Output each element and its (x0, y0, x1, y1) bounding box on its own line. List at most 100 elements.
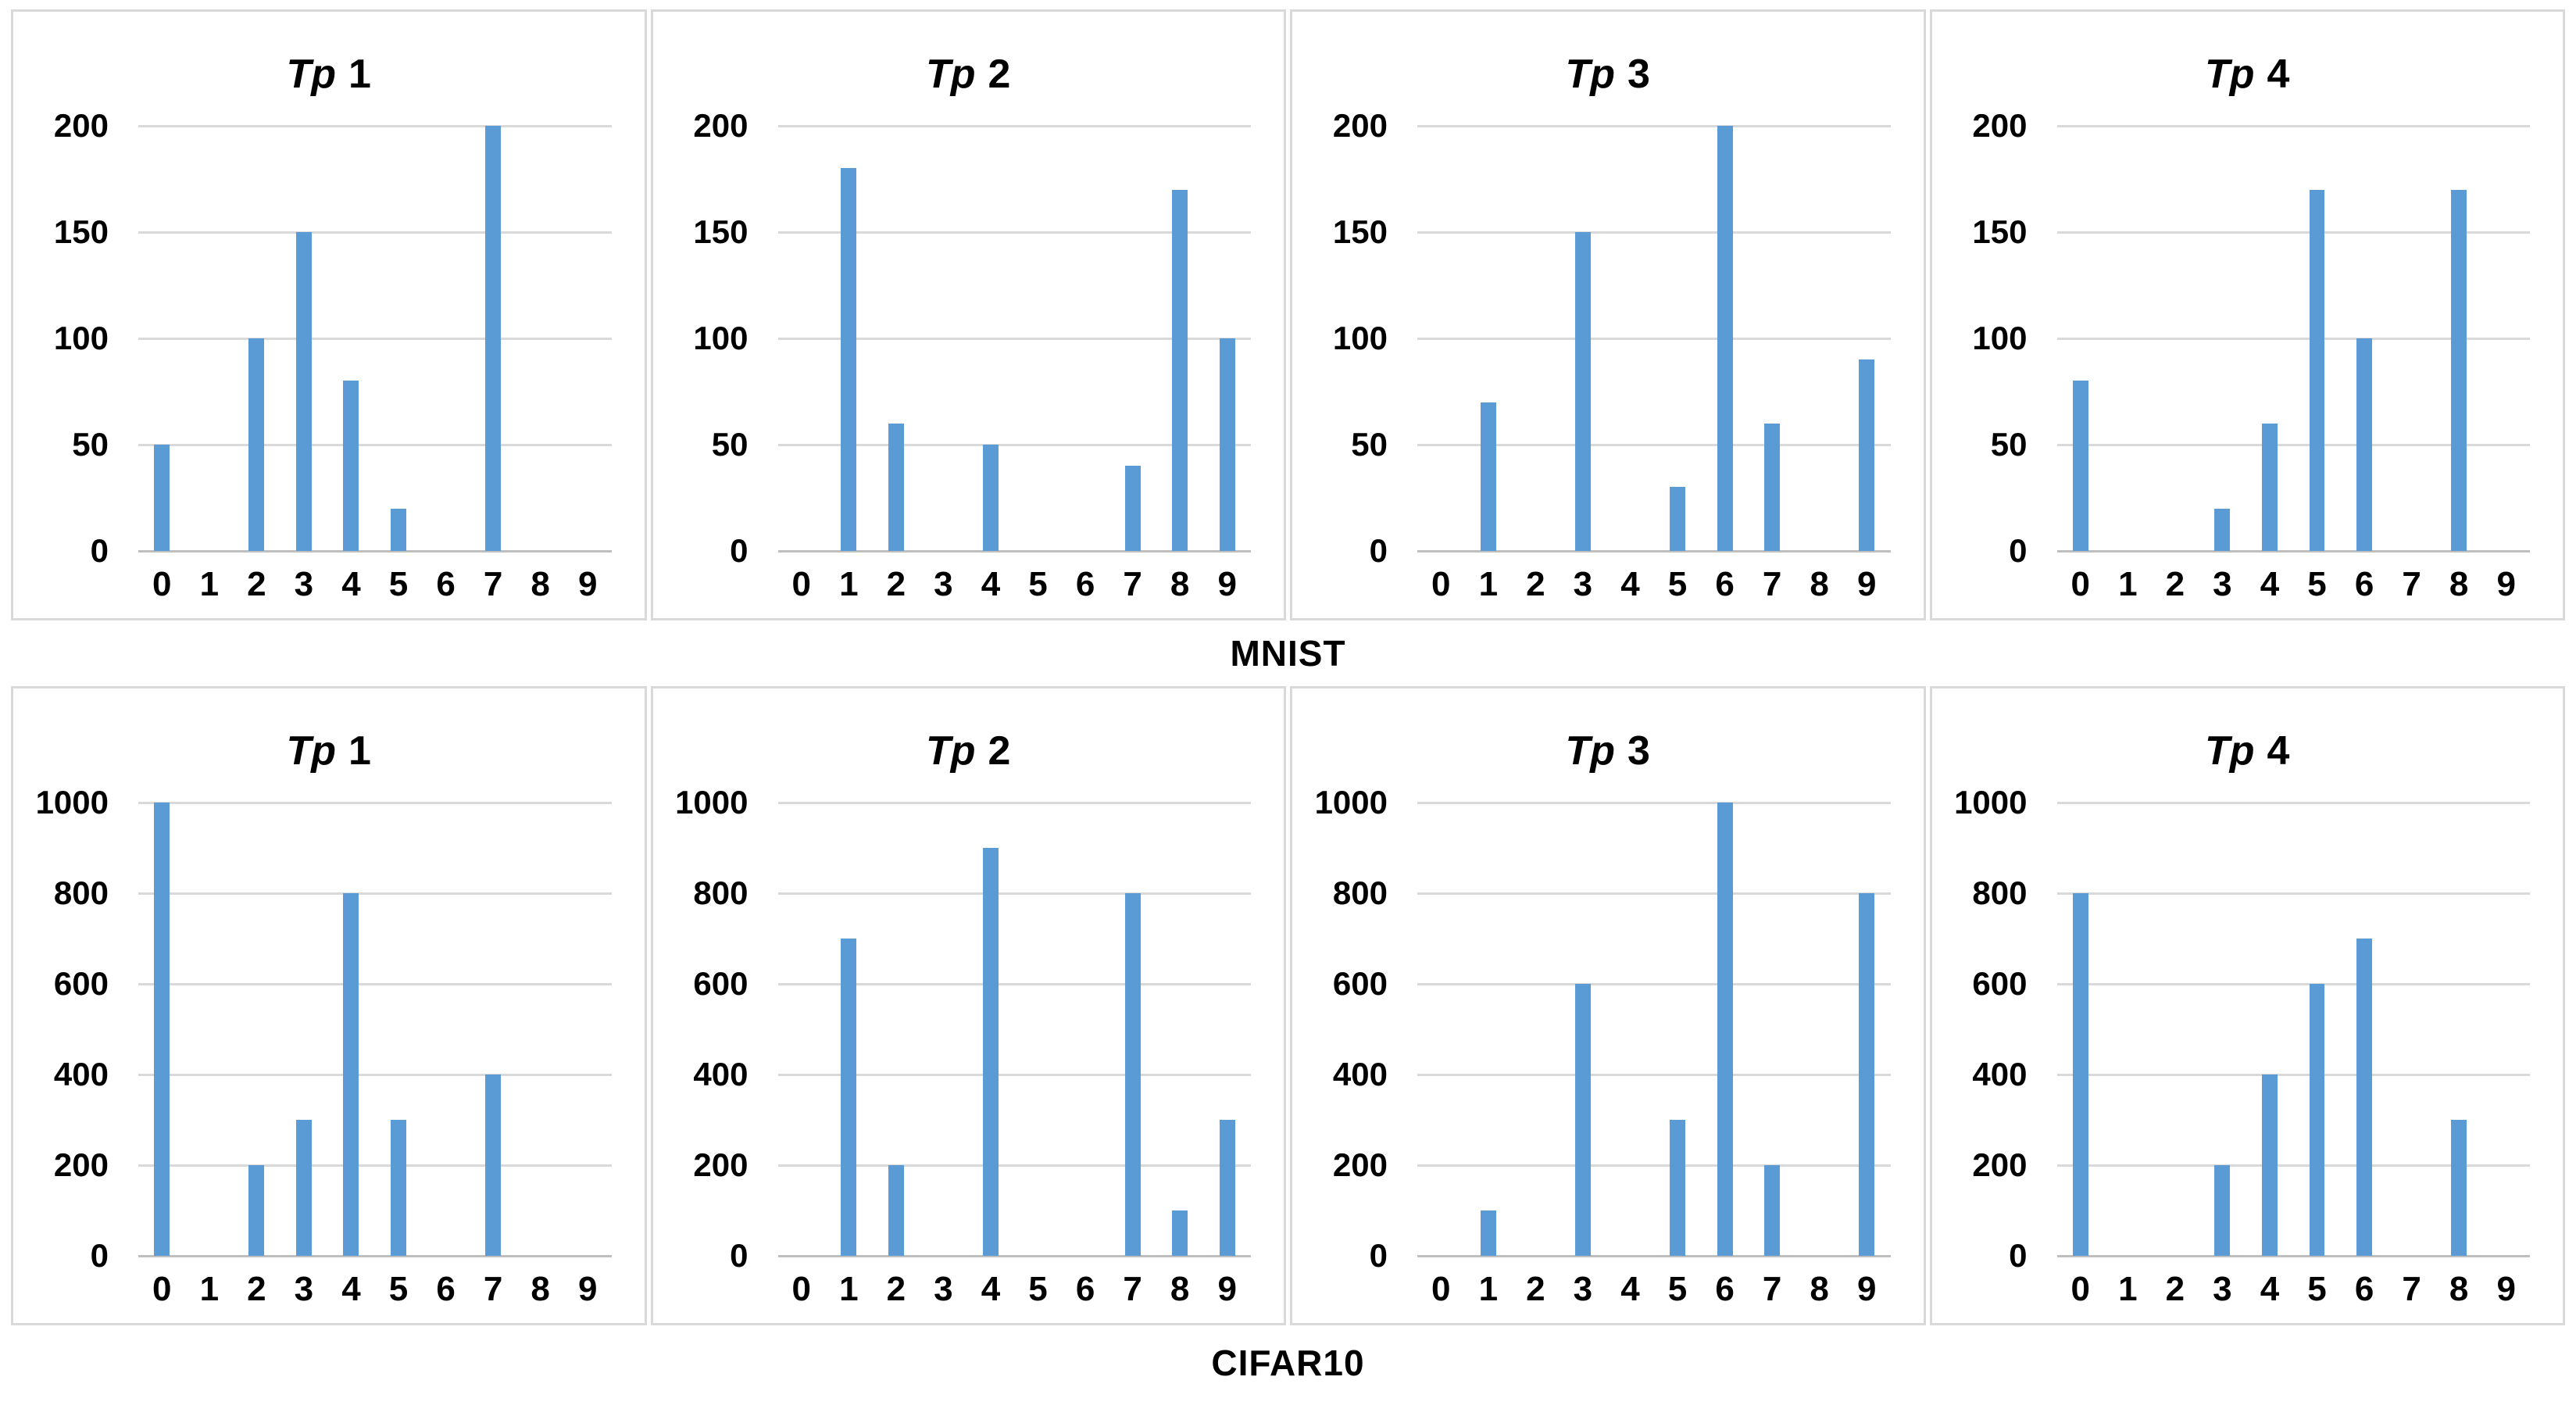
x-tick-label: 4 (981, 1270, 1001, 1308)
y-tick-label: 50 (711, 426, 749, 463)
chart-panel: Tp 3 0 50 100 150 200 0 1 2 3 4 5 6 7 8 9 (1290, 9, 1926, 620)
x-tick-label: 3 (294, 565, 314, 603)
x-tick-label: 8 (2449, 1270, 2469, 1308)
x-tick-label: 4 (1620, 565, 1640, 603)
plot-area-wrap: 0 50 100 150 200 (1932, 107, 2563, 569)
y-tick-label: 100 (693, 320, 749, 356)
gridline (138, 124, 612, 127)
gridline (1417, 124, 1891, 127)
plot-area (777, 801, 1251, 1257)
y-axis: 0 200 400 600 800 1000 (653, 784, 778, 1274)
y-tick-label: 200 (1332, 1146, 1388, 1183)
x-tick-label: 2 (247, 1270, 266, 1308)
y-tick-label: 0 (2009, 532, 2028, 569)
x-axis-line (777, 549, 1251, 552)
bar (1670, 1120, 1685, 1256)
gridline (777, 337, 1251, 340)
bar (2309, 984, 2325, 1256)
y-tick-label: 200 (1972, 1146, 2028, 1183)
y-tick-label: 200 (693, 107, 749, 144)
x-tick-label: 1 (1478, 565, 1499, 603)
x-tick-label: 4 (341, 1270, 361, 1308)
bar (485, 1075, 502, 1256)
chart-title: Tp 4 (1932, 12, 2563, 126)
gridline (138, 337, 612, 340)
x-tick-label: 9 (1217, 565, 1237, 603)
x-tick-label: 2 (247, 565, 266, 603)
gridline (1417, 337, 1891, 340)
chart-title-number: 3 (1627, 728, 1650, 774)
chart-panel: Tp 2 0 200 400 600 800 1000 0 1 2 3 4 5 6 7 8 9 (650, 686, 1286, 1325)
x-axis-line (1417, 1254, 1891, 1257)
x-tick-label: 8 (531, 1270, 550, 1308)
bar (1219, 338, 1235, 551)
x-tick-label: 2 (1526, 565, 1545, 603)
chart-panel: Tp 4 0 200 400 600 800 1000 0 1 2 3 4 5 6 7 8 9 (1929, 686, 2565, 1325)
y-tick-label: 200 (53, 1146, 109, 1183)
gridline (777, 892, 1251, 895)
x-tick-label: 9 (2496, 565, 2516, 603)
x-tick-label: 5 (388, 1270, 409, 1308)
x-tick-label: 2 (2165, 1270, 2185, 1308)
x-tick-label: 2 (886, 565, 906, 603)
gridline (2056, 1073, 2530, 1076)
gridline (1417, 801, 1891, 804)
bar (2309, 189, 2325, 551)
bar (2356, 939, 2373, 1256)
y-tick-label: 0 (90, 1237, 109, 1274)
gridline (2056, 892, 2530, 895)
bar (888, 423, 904, 551)
y-axis: 0 50 100 150 200 (1292, 107, 1417, 569)
y-tick-label: 50 (1990, 426, 2028, 463)
gridline (138, 982, 612, 985)
y-tick-label: 50 (72, 426, 109, 463)
y-tick-label: 1000 (35, 784, 109, 821)
y-tick-label: 400 (693, 1056, 749, 1092)
y-tick-label: 50 (1351, 426, 1388, 463)
bar (391, 1120, 406, 1256)
chart-title-number: 4 (2267, 728, 2290, 774)
bar (982, 848, 999, 1256)
y-tick-label: 150 (53, 213, 109, 250)
gridline (2056, 124, 2530, 127)
bar (2214, 1165, 2231, 1256)
gridline (2056, 231, 2530, 234)
y-axis: 0 50 100 150 200 (653, 107, 778, 569)
x-tick-label: 4 (981, 565, 1001, 603)
y-tick-label: 0 (90, 532, 109, 569)
x-tick-label: 1 (2118, 565, 2138, 603)
x-tick-label: 0 (2070, 1270, 2091, 1308)
y-tick-label: 600 (693, 965, 749, 1002)
y-tick-label: 100 (1332, 320, 1388, 356)
bar (1764, 1165, 1781, 1256)
x-tick-label: 5 (1028, 1270, 1048, 1308)
bar (154, 803, 170, 1256)
x-tick-label: 9 (577, 565, 598, 603)
x-tick-label: 6 (436, 565, 456, 603)
x-tick-label: 9 (1856, 1270, 1877, 1308)
bar (343, 893, 359, 1256)
bar (1717, 803, 1733, 1256)
charts-row-cifar10: Tp 1 0 200 400 600 800 1000 0 1 2 3 4 5 6 7 8 9 Tp 2 0 200 400… (11, 686, 2565, 1325)
y-tick-label: 400 (1332, 1056, 1388, 1092)
gridline (777, 982, 1251, 985)
x-tick-label: 4 (2260, 565, 2280, 603)
x-tick-label: 6 (2354, 565, 2374, 603)
gridline (777, 1073, 1251, 1076)
bar (2214, 508, 2231, 551)
bar (154, 445, 170, 551)
y-tick-label: 0 (1369, 532, 1388, 569)
bar (2451, 1120, 2467, 1256)
x-tick-label: 6 (1715, 1270, 1735, 1308)
plot-area (777, 124, 1251, 552)
x-tick-label: 4 (2260, 1270, 2280, 1308)
x-tick-label: 0 (152, 565, 172, 603)
x-axis-line (2056, 549, 2530, 552)
bar (1717, 126, 1733, 551)
x-tick-label: 4 (1620, 1270, 1640, 1308)
y-tick-label: 0 (730, 1237, 749, 1274)
x-tick-label: 9 (577, 1270, 598, 1308)
